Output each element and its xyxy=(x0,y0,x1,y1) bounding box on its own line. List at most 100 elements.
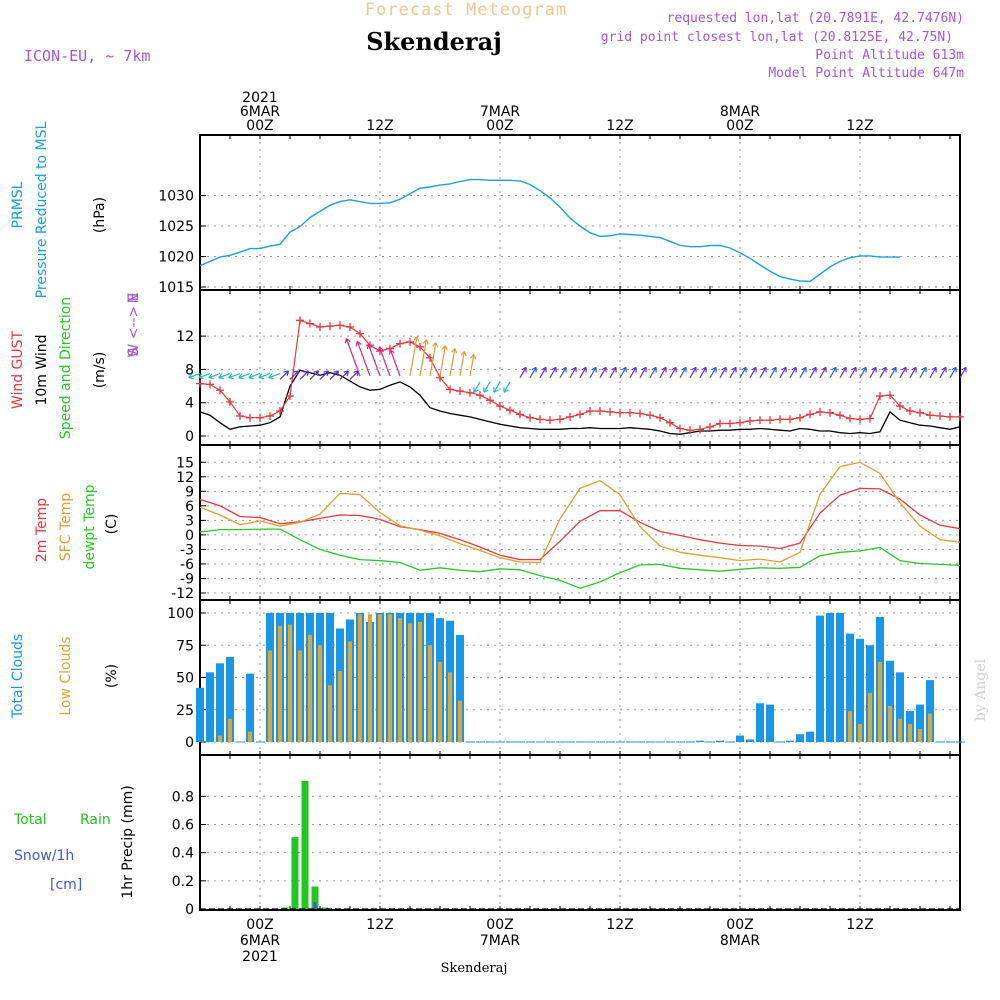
model-label: ICON-EU, ~ 7km xyxy=(24,47,150,65)
wind-dir-arrow xyxy=(378,346,391,377)
wind-dir-arrowhead xyxy=(228,373,234,380)
wind-dir-arrow xyxy=(709,367,717,379)
wind-dir-arrow xyxy=(345,338,361,377)
gust-marker xyxy=(196,379,204,388)
gust-marker xyxy=(956,412,964,421)
gust-marker xyxy=(406,337,414,346)
total-cloud-bar xyxy=(196,687,204,742)
wind-dir-arrow xyxy=(569,367,577,379)
ytick-label: 1020 xyxy=(158,250,194,266)
wind-dir-arrowhead xyxy=(333,370,340,376)
wind-dir-arrow xyxy=(208,373,221,379)
t2m-line xyxy=(199,487,961,561)
wind-dir-arrow xyxy=(238,373,251,379)
wind-dir-arrowhead xyxy=(721,366,727,373)
wind-dir-arrow xyxy=(258,373,271,379)
total-cloud-bar xyxy=(816,615,824,742)
low-cloud-bar xyxy=(228,718,232,742)
wind-dir-arrow xyxy=(929,367,937,379)
wind-dir-arrowhead xyxy=(921,366,927,373)
snow-bar xyxy=(313,901,317,909)
pressure-frame xyxy=(199,134,961,291)
wind-dir-arrowhead xyxy=(258,373,264,380)
gust-marker xyxy=(506,406,514,415)
low-cloud-bar xyxy=(888,705,892,742)
gust-marker xyxy=(666,418,674,427)
wind-dir-arrow xyxy=(789,367,797,379)
gust-marker xyxy=(266,412,274,421)
wind-dir-arrow xyxy=(349,370,359,380)
wind-dir-arrowhead xyxy=(561,366,567,373)
total-cloud-bar xyxy=(896,672,904,742)
low-cloud-bar xyxy=(278,625,282,742)
wind-dir-arrowhead xyxy=(451,348,458,354)
wind-dir-arrowhead xyxy=(601,366,607,373)
wind-dir-arrowhead xyxy=(441,345,448,351)
gust-marker xyxy=(716,419,724,428)
gust-marker xyxy=(456,387,464,396)
wind-dir-arrow xyxy=(649,367,657,379)
top-time-label: 12Z xyxy=(366,118,393,134)
wind-dir-arrowhead xyxy=(741,366,747,373)
total-cloud-bar xyxy=(216,663,224,742)
gust-marker xyxy=(396,339,404,348)
wind-dir-arrow xyxy=(429,342,437,377)
bottom-time-label: 12Z xyxy=(846,917,873,933)
wind-dir-arrow xyxy=(729,367,737,379)
wind-dir-arrowhead xyxy=(293,370,300,376)
gust-marker xyxy=(236,412,244,421)
total-cloud-bar xyxy=(326,613,334,742)
prmsl-label: PRMSL xyxy=(10,181,26,228)
rain-bar xyxy=(321,907,329,909)
bottom-time-label: 00Z xyxy=(726,917,753,933)
gust-marker xyxy=(746,417,754,426)
top-time-label: 00Z xyxy=(486,118,513,134)
wind-dir-arrowhead xyxy=(470,354,477,360)
total-cloud-bar xyxy=(826,613,834,742)
wind-dir-arrowhead xyxy=(218,373,224,380)
top-time-label: 6MAR xyxy=(240,104,281,120)
ytick-label: 9 xyxy=(185,484,194,500)
gust-marker xyxy=(326,322,334,331)
wind-dir-arrow xyxy=(469,354,475,377)
wind-dir-arrow xyxy=(309,370,319,380)
total-cloud-bar xyxy=(696,740,704,742)
wind-dir-arrowhead xyxy=(377,346,384,352)
total-cloud-bar xyxy=(746,739,754,742)
bottom-time-label: 2021 xyxy=(242,949,278,965)
wind-dir-arrow xyxy=(299,370,309,380)
gust-marker xyxy=(736,418,744,427)
pressure-msl-label: Pressure Reduced to MSL xyxy=(34,121,50,298)
total-cloud-bar xyxy=(836,613,844,742)
wind-dir-arrow xyxy=(949,367,957,379)
wind-dir-arrow xyxy=(609,367,617,379)
wind-dir-arrowhead xyxy=(661,366,667,373)
gust-marker xyxy=(646,411,654,420)
precip-panel: 0 0.2 0.4 0.6 0.8 xyxy=(172,754,961,918)
celsius-unit-label: (C) xyxy=(104,514,120,535)
low-cloud-bar xyxy=(338,671,342,742)
wind-dir-arrowhead xyxy=(238,373,244,380)
wind-dir-arrowhead xyxy=(901,366,907,373)
gust-marker xyxy=(856,415,864,424)
low-cloud-bar xyxy=(328,685,332,742)
ytick-label: 6 xyxy=(185,499,194,515)
ytick-label: 0.8 xyxy=(172,789,194,805)
wind-dir-arrowhead xyxy=(541,366,547,373)
gust-marker xyxy=(206,380,214,389)
ytick-label: 15 xyxy=(176,455,194,471)
gust-marker xyxy=(676,424,684,433)
gust-marker xyxy=(926,411,934,420)
point-altitude: Point Altitude 613m xyxy=(815,48,964,63)
bottom-time-label: 8MAR xyxy=(720,933,761,949)
wind-dir-arrowhead xyxy=(631,366,637,373)
low-cloud-bar xyxy=(308,634,312,742)
gust-marker xyxy=(556,415,564,424)
wind-dir-arrowhead xyxy=(413,336,420,342)
wind-dir-arrowhead xyxy=(881,366,887,373)
ms-unit-label: (m/s) xyxy=(92,352,108,389)
wind-dir-arrowhead xyxy=(871,366,877,373)
ytick-label: 0 xyxy=(185,735,194,751)
dewpt-line xyxy=(199,528,961,589)
